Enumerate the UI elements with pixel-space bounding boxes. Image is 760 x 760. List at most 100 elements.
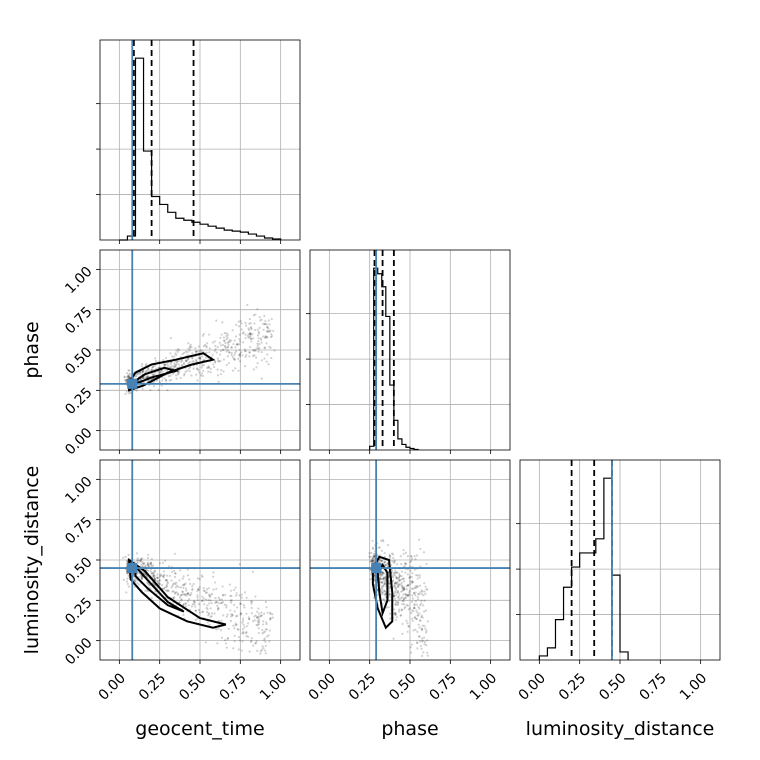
sample-point (245, 635, 248, 638)
x-axis-label: luminosity_distance (526, 718, 715, 740)
sample-point (245, 630, 248, 634)
sample-point (248, 650, 251, 653)
sample-point (219, 373, 223, 376)
sample-point (168, 365, 172, 369)
sample-point (417, 635, 421, 638)
sample-point (198, 371, 201, 374)
sample-point (384, 593, 387, 596)
sample-point (172, 367, 175, 370)
sample-point (193, 601, 197, 604)
sample-point (186, 358, 190, 361)
sample-point (185, 369, 189, 372)
sample-point (169, 374, 172, 377)
sample-point (383, 589, 386, 593)
sample-point (201, 610, 204, 613)
sample-point (222, 339, 226, 342)
sample-point (260, 611, 263, 614)
sample-point (262, 631, 265, 634)
sample-point (179, 569, 182, 572)
sample-point (152, 575, 156, 578)
sample-point (403, 586, 406, 590)
sample-point (408, 589, 411, 592)
sample-point (216, 608, 220, 611)
sample-point (382, 577, 385, 580)
sample-point (269, 617, 272, 620)
contour-outer (127, 557, 227, 629)
x-tick-label: 0.75 (637, 670, 670, 703)
sample-point (261, 628, 264, 632)
scatter-luminosity_distance_vs_phase (368, 538, 429, 657)
sample-point (168, 379, 171, 382)
sample-point (373, 579, 376, 582)
sample-point (192, 582, 195, 586)
sample-point (244, 350, 248, 353)
sample-point (238, 348, 241, 352)
sample-point (229, 601, 233, 604)
sample-point (395, 615, 398, 619)
sample-point (217, 360, 220, 363)
x-tick-label: 0.50 (386, 670, 419, 703)
sample-point (218, 341, 221, 345)
sample-point (394, 613, 397, 616)
sample-point (379, 559, 382, 562)
sample-point (227, 362, 231, 365)
sample-point (167, 565, 171, 568)
sample-point (256, 616, 259, 619)
sample-point (169, 366, 173, 369)
sample-point (397, 596, 400, 599)
sample-point (175, 591, 178, 594)
sample-point (250, 606, 253, 610)
sample-point (217, 627, 220, 630)
sample-point (424, 609, 428, 612)
x-tick-label: 0.00 (516, 670, 549, 703)
sample-point (126, 375, 129, 378)
sample-point (266, 336, 269, 339)
sample-point (141, 561, 144, 564)
sample-point (191, 352, 194, 355)
sample-point (208, 623, 211, 626)
sample-point (144, 364, 147, 367)
sample-point (422, 604, 425, 607)
sample-point (417, 623, 420, 626)
sample-point (216, 607, 220, 610)
sample-point (141, 370, 144, 374)
sample-point (248, 335, 251, 338)
sample-point (256, 624, 259, 627)
sample-point (249, 640, 253, 643)
sample-point (166, 590, 169, 593)
sample-point (191, 587, 194, 590)
y-tick-label: 0.50 (62, 344, 95, 377)
sample-point (181, 353, 184, 356)
sample-point (181, 590, 184, 594)
sample-point (203, 590, 206, 593)
sample-point (266, 330, 269, 333)
sample-point (380, 560, 383, 563)
sample-point (172, 590, 175, 593)
sample-point (164, 589, 168, 592)
sample-point (404, 593, 408, 596)
sample-point (137, 583, 141, 586)
sample-point (136, 581, 139, 585)
sample-point (161, 379, 164, 382)
x-tick-label: 0.00 (306, 670, 339, 703)
sample-point (195, 359, 198, 362)
sample-point (177, 372, 180, 375)
sample-point (407, 624, 410, 628)
sample-point (383, 561, 387, 564)
sample-point (179, 376, 182, 380)
sample-point (136, 373, 139, 376)
sample-point (132, 579, 135, 582)
grid (538, 460, 702, 660)
sample-point (185, 589, 188, 592)
sample-point (212, 571, 215, 574)
sample-point (402, 600, 405, 603)
sample-point (408, 580, 412, 583)
sample-point (262, 328, 265, 331)
sample-point (188, 582, 192, 585)
sample-point (204, 641, 207, 644)
sample-point (368, 555, 371, 558)
sample-point (420, 589, 423, 592)
sample-point (175, 581, 178, 584)
sample-point (157, 371, 160, 375)
sample-point (221, 343, 225, 347)
